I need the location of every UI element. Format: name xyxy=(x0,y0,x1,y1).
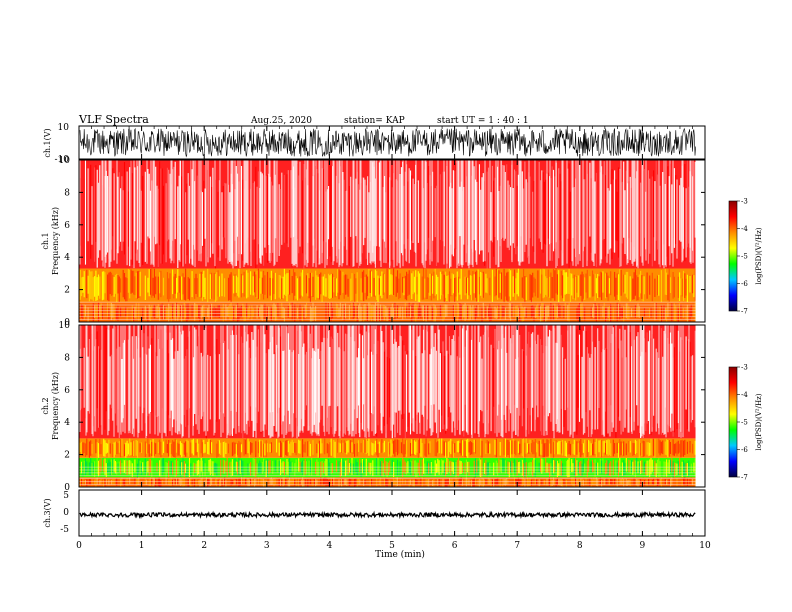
ch1-spectrogram-ytick-label-0: 0 xyxy=(64,318,70,328)
x-tick-label-0: 0 xyxy=(76,541,82,551)
ch3-ytick-mid: 0 xyxy=(63,508,69,518)
ch1-spectrogram-ytick-label-2: 4 xyxy=(64,253,70,263)
ch2-spectrogram-ytick-label-2: 4 xyxy=(64,418,70,428)
x-tick-label-4: 4 xyxy=(327,541,333,551)
ch2-colorbar-tick-label-2: -5 xyxy=(741,419,748,427)
ch1-waveform-ylabel: ch.1(V) xyxy=(43,128,52,157)
ch2-spectrogram-white-streaks xyxy=(79,325,690,439)
ch2-colorbar: -3 -4 -5 -6 -7 log(PSD)(V²/Hz) xyxy=(728,364,763,482)
ch1-waveform-panel xyxy=(79,127,696,158)
ch1-colorbar: -3 -4 -5 -6 -7 log(PSD)(V²/Hz) xyxy=(728,198,763,316)
ch1-spectrogram-ytick-label-5: 10 xyxy=(59,156,71,166)
ch1-spectrogram-white-streaks xyxy=(79,160,694,269)
ch1-colorbar-label: log(PSD)(V²/Hz) xyxy=(755,227,763,284)
ch1-ytick-bottom: -10 xyxy=(55,155,70,165)
ch2-colorbar-tick-label-3: -6 xyxy=(741,446,748,454)
x-tick-label-8: 8 xyxy=(577,541,583,551)
x-tick-label-6: 6 xyxy=(452,541,458,551)
ch1-spectrogram-band-1-texture-1 xyxy=(79,268,685,303)
ch2-spectrogram-ytick-label-4: 8 xyxy=(64,353,70,363)
ch2-spectrogram-ytick-label-5: 10 xyxy=(59,321,71,331)
ch3-ytick-top: 5 xyxy=(63,491,69,501)
ch2-spectrogram-yticks: 0 2 4 6 8 10 xyxy=(59,321,705,493)
ch2-colorbar-tick-label-1: -4 xyxy=(741,391,748,399)
x-tick-label-3: 3 xyxy=(264,541,270,551)
ch2-spectrogram-band-2-texture-0 xyxy=(79,438,668,458)
ch2-spectrogram-harmonic-lines xyxy=(79,466,696,485)
ch2-spectrogram-ytick-label-0: 0 xyxy=(64,483,70,493)
ch1-colorbar-tick-label-1: -4 xyxy=(741,225,748,233)
ch1-spectrogram-band-1-texture-2 xyxy=(82,268,695,303)
ch2-spectrogram-band-2-texture-3 xyxy=(87,438,695,458)
x-axis-label: Time (min) xyxy=(375,549,425,560)
ch1-colorbar-tick-label-4: -7 xyxy=(741,308,748,316)
ch3-waveform-frame xyxy=(78,489,706,537)
ch1-spectrogram-band-1-texture-3 xyxy=(84,268,692,303)
ch1-ytick-top: 10 xyxy=(58,123,70,133)
ch1-spectrogram-band-1-texture-0 xyxy=(79,268,696,303)
ch1-colorbar-tick-label-3: -6 xyxy=(741,280,748,288)
ch1-spectrogram-harmonic-lines xyxy=(79,301,696,320)
date-label: Aug.25, 2020 xyxy=(250,116,312,126)
ch1-colorbar-gradient xyxy=(728,200,738,312)
ch2-frequency-ylabel: Frequency (kHz) xyxy=(51,372,60,440)
ch1-spectrogram-ytick-label-1: 2 xyxy=(64,286,70,296)
x-tick-label-7: 7 xyxy=(514,541,520,551)
ch2-spectrogram-band-2-texture-2 xyxy=(83,438,694,458)
x-tick-label-10: 10 xyxy=(699,541,711,551)
x-tick-label-2: 2 xyxy=(201,541,207,551)
x-tick-label-1: 1 xyxy=(139,541,145,551)
ch2-spectrogram-band-2-texture-1 xyxy=(82,438,691,458)
ch1-waveform-trace xyxy=(79,127,696,158)
ch2-spectrogram-ylabel: ch.2 xyxy=(41,397,50,414)
ch3-waveform-ylabel: ch.3(V) xyxy=(43,498,52,527)
ch3-waveform-panel xyxy=(79,510,696,520)
ch2-colorbar-tick-label-4: -7 xyxy=(741,474,748,482)
ch2-spectrogram xyxy=(79,325,705,487)
ch3-waveform-trace xyxy=(79,510,696,520)
ch1-colorbar-tick-label-0: -3 xyxy=(741,198,748,206)
ch2-spectrogram-ytick-label-3: 6 xyxy=(64,386,70,396)
ch2-spectrogram-no-data xyxy=(695,325,705,487)
ch2-colorbar-gradient xyxy=(728,366,738,478)
start-time-label: start UT = 1 : 40 : 1 xyxy=(437,116,529,126)
ch1-spectrogram-ylabel: ch.1 xyxy=(41,232,50,249)
ch1-spectrogram-ytick-label-4: 8 xyxy=(64,188,70,198)
ch1-frequency-ylabel: Frequency (kHz) xyxy=(51,207,60,275)
x-tick-label-5: 5 xyxy=(389,541,395,551)
ch2-spectrogram-ytick-label-1: 2 xyxy=(64,451,70,461)
ch1-spectrogram-yticks: 0 2 4 6 8 10 xyxy=(59,156,705,328)
ch2-colorbar-label: log(PSD)(V²/Hz) xyxy=(755,393,763,450)
ch1-spectrogram-no-data xyxy=(695,160,705,322)
x-axis-ticks: 0 1 2 3 4 5 6 7 8 9 10 xyxy=(76,126,711,551)
ch3-ytick-bottom: -5 xyxy=(60,525,69,535)
ch2-spectrogram-band-2-texture-4 xyxy=(97,438,696,458)
station-label: station= KAP xyxy=(344,116,405,126)
ch1-spectrogram xyxy=(79,160,705,322)
ch2-colorbar-tick-label-0: -3 xyxy=(741,364,748,372)
ch1-spectrogram-band-1-texture-4 xyxy=(86,268,694,303)
x-tick-label-9: 9 xyxy=(640,541,646,551)
ch1-spectrogram-ytick-label-3: 6 xyxy=(64,221,70,231)
ch1-colorbar-tick-label-2: -5 xyxy=(741,253,748,261)
figure-title: VLF Spectra xyxy=(78,113,149,126)
